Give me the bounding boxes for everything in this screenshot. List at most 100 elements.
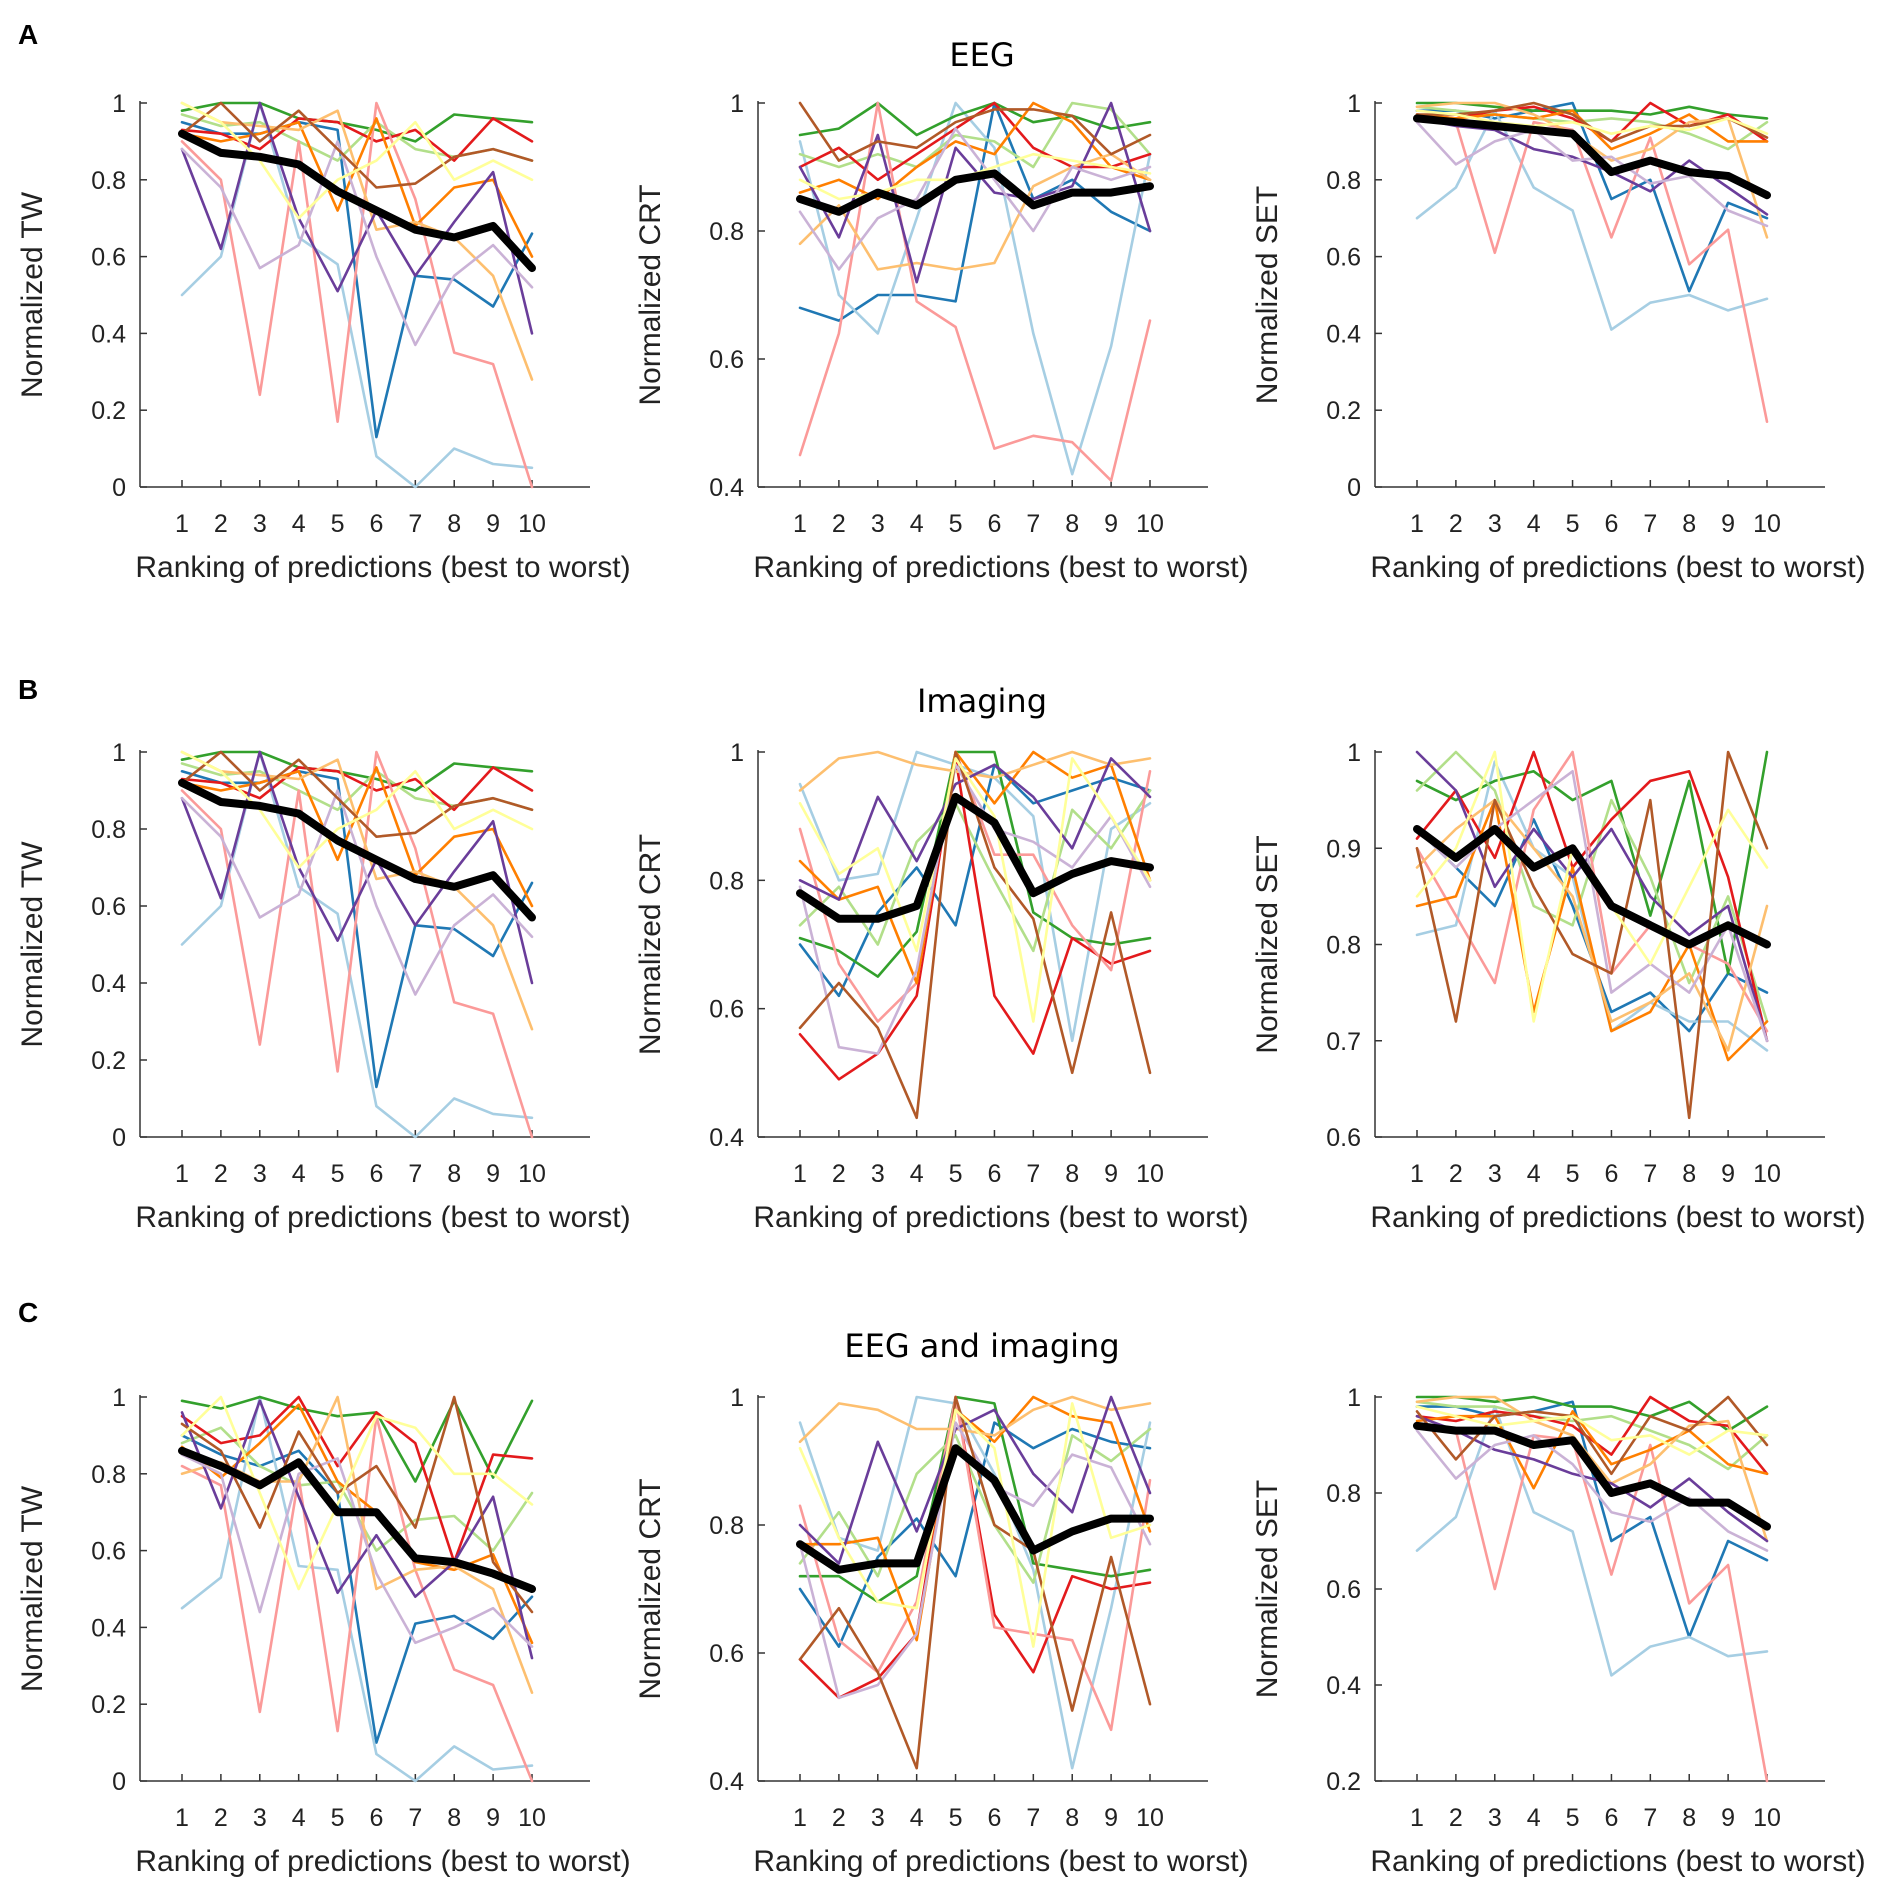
y-tick-label: 0.6 <box>91 1538 126 1566</box>
x-tick-label: 6 <box>369 1804 383 1832</box>
series-line-s5 <box>180 1395 534 1564</box>
y-tick-label: 0.6 <box>709 996 744 1024</box>
series-line-s9 <box>798 1395 1152 1565</box>
series-line-s3 <box>180 750 534 792</box>
series-line-s7 <box>798 101 1152 201</box>
series-line-s7 <box>798 1395 1152 1642</box>
x-tick-label: 4 <box>1527 1804 1541 1832</box>
series-line-s5 <box>798 757 1152 1081</box>
x-tick-label: 8 <box>1682 1804 1696 1832</box>
series-line-s2 <box>1415 109 1769 331</box>
x-tick-label: 6 <box>987 510 1001 538</box>
y-tick-label: 0.8 <box>1326 167 1361 195</box>
panel-letter-a: A <box>18 19 38 50</box>
x-tick-label: 3 <box>871 1160 885 1188</box>
x-tick-label: 5 <box>1566 510 1580 538</box>
series-line-s3 <box>798 750 1152 978</box>
x-tick-label: 7 <box>1026 1160 1040 1188</box>
x-tick-label: 6 <box>1604 1804 1618 1832</box>
x-tick-label: 8 <box>447 510 461 538</box>
y-axis-label: Normalized CRT <box>634 1478 667 1699</box>
series-line-s11 <box>798 101 1152 162</box>
x-tick-label: 3 <box>1488 1804 1502 1832</box>
x-tick-label: 9 <box>486 1160 500 1188</box>
series-line-s11 <box>1415 1395 1769 1476</box>
series-line-s9 <box>1415 750 1769 1043</box>
x-tick-label: 1 <box>793 1160 807 1188</box>
mean-series-line <box>796 792 1154 923</box>
panel-letter-c: C <box>18 1297 38 1328</box>
x-tick-label: 4 <box>910 1160 924 1188</box>
y-tick-label: 0.8 <box>709 218 744 246</box>
panel-letter-b: B <box>18 674 38 705</box>
x-tick-label: 7 <box>408 1804 422 1832</box>
x-axis-label: Ranking of predictions (best to worst) <box>1370 1201 1865 1234</box>
series-line-s6 <box>1415 117 1769 424</box>
series-line-s8 <box>180 750 534 1031</box>
series-line-s3 <box>798 1395 1152 1604</box>
y-axis-label: Normalized TW <box>16 841 49 1048</box>
mean-series-line <box>1413 1421 1771 1531</box>
row-title-eeg-and-imaging: EEG and imaging <box>844 1327 1119 1365</box>
y-tick-label: 1 <box>1347 739 1361 767</box>
x-tick-label: 2 <box>214 510 228 538</box>
y-tick-label: 0.8 <box>709 1512 744 1540</box>
series-line-s8 <box>798 152 1152 271</box>
series-line-s1 <box>798 763 1152 998</box>
x-tick-label: 2 <box>1449 1160 1463 1188</box>
mean-series-line <box>1413 114 1771 200</box>
x-axis-label: Ranking of predictions (best to worst) <box>753 551 1248 584</box>
x-tick-label: 6 <box>987 1160 1001 1188</box>
x-tick-label: 1 <box>1410 510 1424 538</box>
series-line-s2 <box>180 101 534 489</box>
series-line-s11 <box>180 1395 534 1614</box>
y-tick-label: 0.6 <box>91 244 126 272</box>
x-tick-label: 2 <box>1449 510 1463 538</box>
x-axis-label: Ranking of predictions (best to worst) <box>753 1845 1248 1878</box>
x-tick-label: 10 <box>1753 1160 1781 1188</box>
y-tick-label: 1 <box>730 1384 744 1412</box>
x-tick-label: 5 <box>949 1804 963 1832</box>
series-line-s9 <box>1415 1414 1769 1543</box>
x-tick-label: 8 <box>1065 510 1079 538</box>
series-line-s3 <box>798 101 1152 137</box>
x-tick-label: 7 <box>1643 510 1657 538</box>
y-axis-label: Normalized TW <box>16 191 49 398</box>
series-line-s12 <box>180 750 534 869</box>
x-tick-label: 2 <box>1449 1804 1463 1832</box>
series-line-s6 <box>798 1395 1152 1732</box>
x-tick-label: 6 <box>1604 1160 1618 1188</box>
x-tick-label: 5 <box>331 1160 345 1188</box>
y-tick-label: 0 <box>112 1768 126 1796</box>
x-tick-label: 7 <box>1026 1804 1040 1832</box>
y-tick-label: 0.2 <box>91 1047 126 1075</box>
y-tick-label: 0.4 <box>709 1768 744 1796</box>
y-tick-label: 1 <box>730 739 744 767</box>
x-tick-label: 4 <box>292 510 306 538</box>
y-tick-label: 0.6 <box>1326 244 1361 272</box>
y-tick-label: 0.2 <box>91 397 126 425</box>
x-tick-label: 8 <box>447 1804 461 1832</box>
series-line-s6 <box>798 750 1152 1023</box>
mean-series-line <box>1413 825 1771 949</box>
y-tick-label: 0 <box>112 1124 126 1152</box>
x-tick-label: 7 <box>1643 1804 1657 1832</box>
series-line-s8 <box>180 101 534 381</box>
y-tick-label: 0 <box>112 474 126 502</box>
x-tick-label: 10 <box>1136 1160 1164 1188</box>
x-tick-label: 1 <box>175 510 189 538</box>
row-title-imaging: Imaging <box>917 682 1047 720</box>
series-line-s10 <box>1415 1429 1769 1552</box>
y-tick-label: 1 <box>730 90 744 118</box>
series-line-s1 <box>798 101 1152 322</box>
x-tick-label: 3 <box>1488 1160 1502 1188</box>
x-tick-label: 1 <box>1410 1804 1424 1832</box>
x-tick-label: 10 <box>518 1804 546 1832</box>
y-axis-label: Normalized SET <box>1251 1480 1284 1698</box>
y-tick-label: 0.4 <box>709 1124 744 1152</box>
x-tick-label: 9 <box>1721 1804 1735 1832</box>
